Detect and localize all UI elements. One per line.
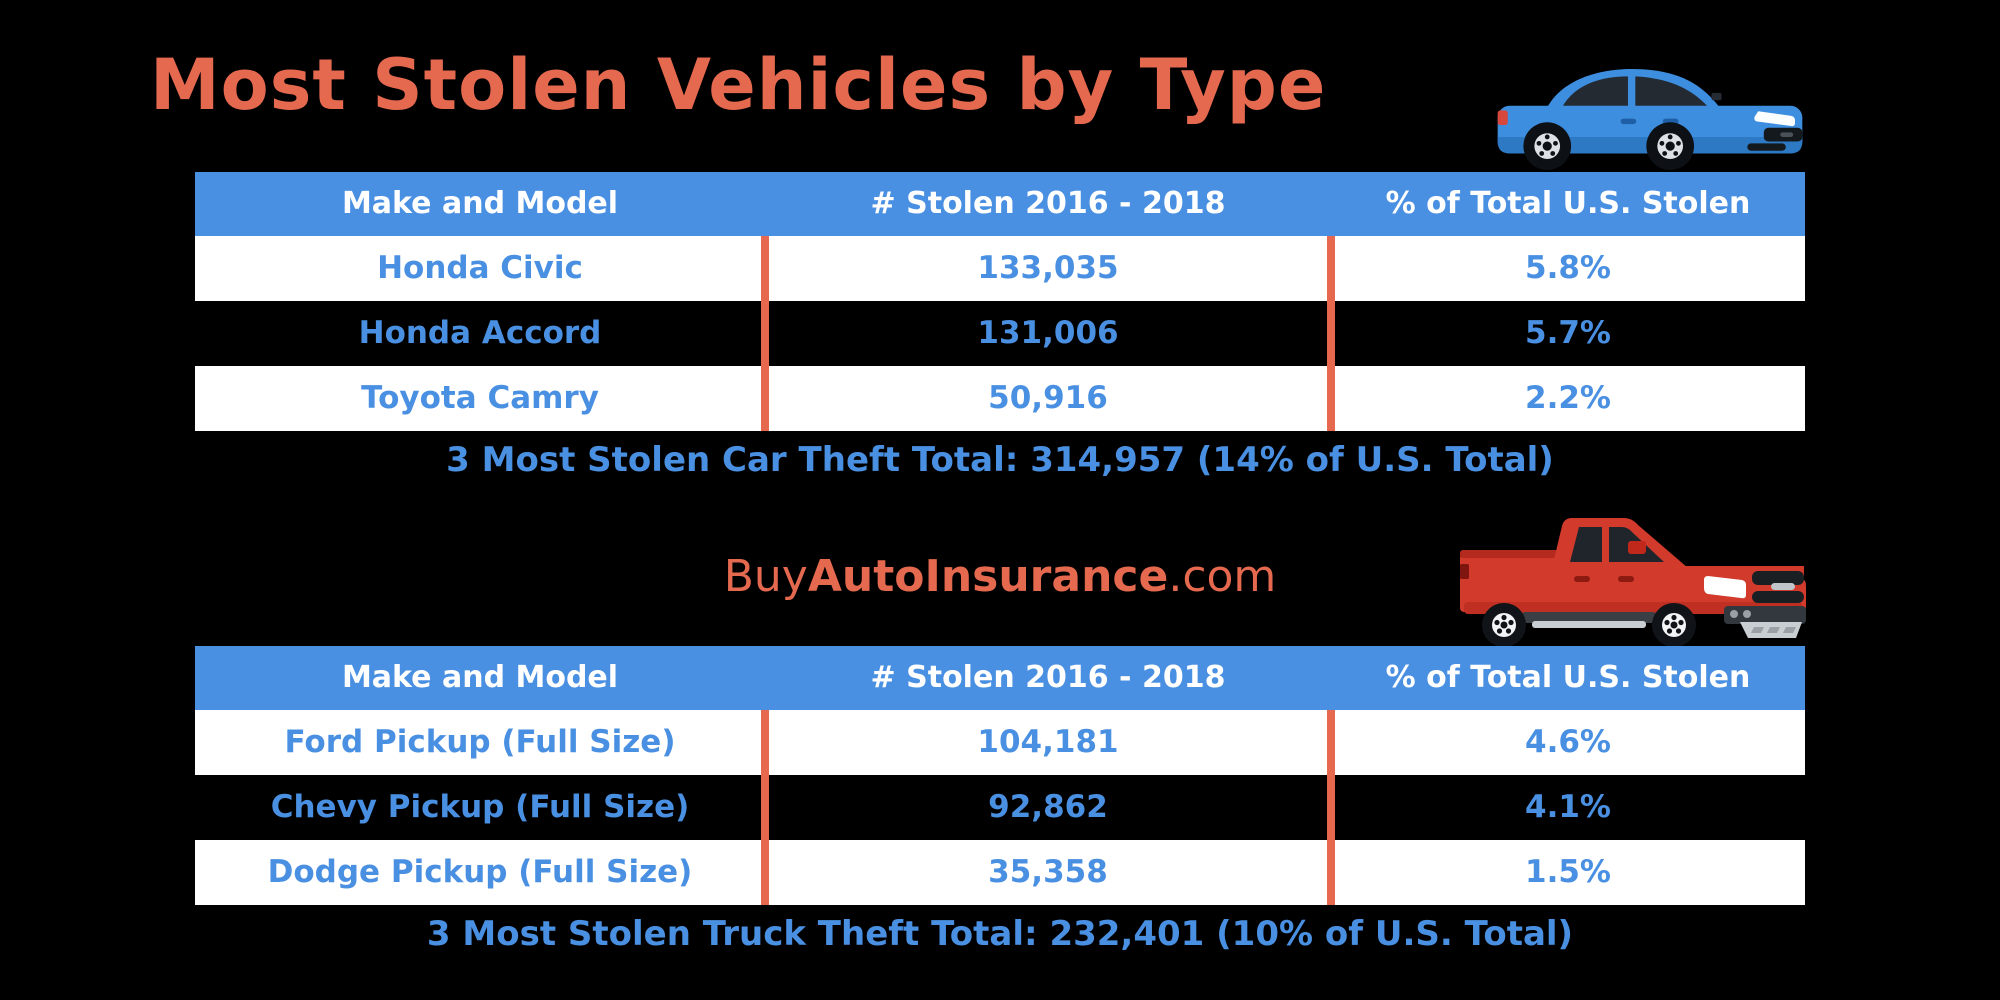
cell-make-model: Dodge Pickup (Full Size) (267, 854, 693, 890)
cell-make-model: Ford Pickup (Full Size) (284, 724, 676, 760)
cell-stolen-count: 35,358 (988, 854, 1108, 890)
brand-suffix: .com (1168, 551, 1277, 602)
column-header-percent-total: % of Total U.S. Stolen (1385, 660, 1751, 695)
cars-total-line: 3 Most Stolen Car Theft Total: 314,957 (… (446, 440, 1554, 480)
cell-stolen-count: 50,916 (988, 380, 1108, 416)
cell-stolen-count: 133,035 (977, 250, 1119, 286)
cell-percent-total: 1.5% (1525, 854, 1611, 890)
column-header-make-model: Make and Model (341, 660, 619, 695)
cars-table-header-row: Make and Model # Stolen 2016 - 2018 % of… (195, 172, 1805, 236)
page-title: Most Stolen Vehicles by Type (150, 44, 1327, 126)
cell-percent-total: 4.1% (1525, 789, 1611, 825)
table-row: Dodge Pickup (Full Size) 35,358 1.5% (195, 840, 1805, 905)
cell-stolen-count: 104,181 (977, 724, 1119, 760)
table-row: Honda Civic 133,035 5.8% (195, 236, 1805, 301)
column-divider (761, 236, 769, 431)
cell-percent-total: 5.7% (1525, 315, 1611, 351)
trucks-table: Make and Model # Stolen 2016 - 2018 % of… (195, 646, 1805, 905)
table-row: Ford Pickup (Full Size) 104,181 4.6% (195, 710, 1805, 775)
trucks-table-header-row: Make and Model # Stolen 2016 - 2018 % of… (195, 646, 1805, 710)
table-row: Honda Accord 131,006 5.7% (195, 301, 1805, 366)
brand-logo: BuyAutoInsurance.com (0, 552, 2000, 602)
cell-make-model: Honda Civic (377, 250, 583, 286)
cell-make-model: Chevy Pickup (Full Size) (270, 789, 690, 825)
cell-make-model: Toyota Camry (361, 380, 599, 416)
cell-percent-total: 2.2% (1525, 380, 1611, 416)
brand-prefix: Buy (723, 551, 808, 602)
column-header-stolen-count: # Stolen 2016 - 2018 (870, 660, 1226, 695)
cell-make-model: Honda Accord (358, 315, 602, 351)
cell-stolen-count: 131,006 (977, 315, 1119, 351)
trucks-total-line: 3 Most Stolen Truck Theft Total: 232,401… (426, 914, 1574, 954)
blue-sedan-icon (1497, 69, 1803, 170)
cars-table: Make and Model # Stolen 2016 - 2018 % of… (195, 172, 1805, 431)
brand-emphasis: AutoInsurance (807, 551, 1169, 602)
column-header-percent-total: % of Total U.S. Stolen (1385, 186, 1751, 221)
column-divider (1327, 236, 1335, 431)
cell-percent-total: 5.8% (1525, 250, 1611, 286)
column-divider (761, 710, 769, 905)
cell-percent-total: 4.6% (1525, 724, 1611, 760)
red-pickup-icon (1460, 518, 1806, 647)
table-row: Chevy Pickup (Full Size) 92,862 4.1% (195, 775, 1805, 840)
table-row: Toyota Camry 50,916 2.2% (195, 366, 1805, 431)
column-header-stolen-count: # Stolen 2016 - 2018 (870, 186, 1226, 221)
column-divider (1327, 710, 1335, 905)
cell-stolen-count: 92,862 (988, 789, 1108, 825)
column-header-make-model: Make and Model (341, 186, 619, 221)
